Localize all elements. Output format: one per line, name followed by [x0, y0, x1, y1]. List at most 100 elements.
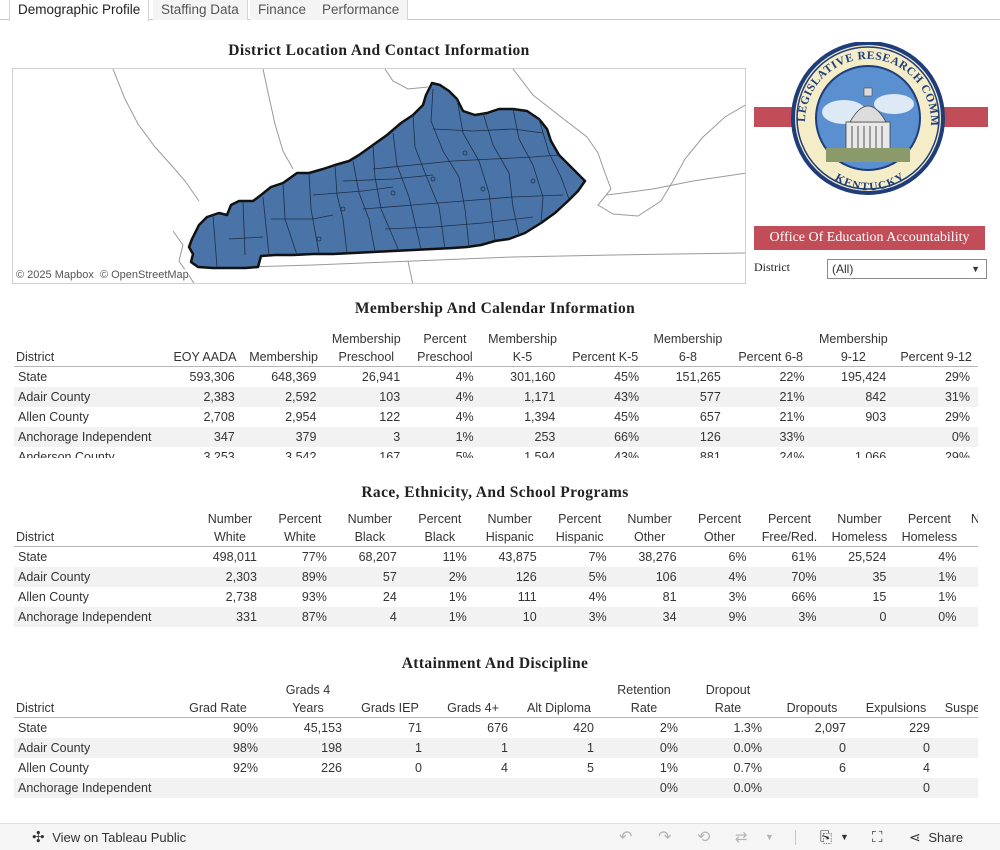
table-cell[interactable]: 35: [824, 567, 895, 587]
table-cell[interactable]: 1,171: [481, 387, 564, 407]
column-header[interactable]: Suspen: [938, 699, 978, 718]
table-cell[interactable]: 3: [324, 427, 409, 447]
district-name-cell[interactable]: State: [18, 550, 48, 564]
column-header[interactable]: K-5: [481, 348, 564, 367]
table-row[interactable]: Anchorage Independent 347 379 3 1% 253 66% 126 3…: [14, 427, 978, 447]
district-name-cell[interactable]: Adair County: [14, 387, 168, 407]
table-cell[interactable]: 66%: [563, 427, 648, 447]
tab-finance[interactable]: Finance: [250, 0, 316, 20]
table-cell[interactable]: 1%: [408, 427, 482, 447]
table-cell[interactable]: 3%: [754, 607, 825, 627]
table-cell[interactable]: 2,954: [285, 410, 317, 424]
table-cell[interactable]: 10: [474, 607, 545, 627]
table-cell[interactable]: 1%: [659, 761, 678, 775]
table-cell[interactable]: 4: [334, 607, 405, 627]
table-cell[interactable]: 0: [824, 607, 895, 627]
table-cell[interactable]: 5%: [455, 450, 474, 458]
district-filter-dropdown[interactable]: (All) ▼: [827, 259, 987, 279]
table-cell[interactable]: 1: [430, 738, 516, 758]
table-cell[interactable]: 21%: [779, 410, 805, 424]
share-button[interactable]: ⋖ Share: [909, 824, 963, 850]
table-cell[interactable]: 89%: [264, 567, 335, 587]
table-cell[interactable]: 331: [195, 607, 265, 627]
district-name-cell[interactable]: Allen County: [18, 590, 89, 604]
table-cell[interactable]: 87%: [264, 607, 335, 627]
table-cell[interactable]: 2,708: [203, 410, 235, 424]
table-cell[interactable]: 3,253: [203, 450, 235, 458]
column-header[interactable]: Other: [684, 528, 755, 547]
table-cell[interactable]: 0%: [894, 607, 965, 627]
table-cell[interactable]: 21%: [728, 387, 813, 407]
table-cell[interactable]: 253: [481, 427, 564, 447]
table-cell[interactable]: 2%: [404, 567, 475, 587]
table-cell[interactable]: 45%: [614, 410, 640, 424]
table-cell[interactable]: 24%: [779, 450, 805, 458]
kentucky-counties[interactable]: [187, 81, 587, 270]
table-cell[interactable]: 4%: [455, 370, 474, 384]
column-header[interactable]: EOY AADA: [167, 348, 243, 367]
column-header[interactable]: White: [264, 528, 335, 547]
column-header[interactable]: 6-8: [647, 348, 729, 367]
district-name-cell[interactable]: Anderson County: [18, 450, 115, 458]
table-cell[interactable]: 1.3%: [733, 721, 763, 735]
table-row[interactable]: State 90% 45,153 71 676 420 2% 1.3% 2,097 229 6: [14, 718, 978, 739]
column-header[interactable]: Homeless: [894, 528, 965, 547]
table-cell[interactable]: 226: [321, 761, 342, 775]
column-header[interactable]: District: [14, 348, 168, 367]
table-cell[interactable]: 31%: [894, 387, 978, 407]
table-cell[interactable]: 1%: [448, 590, 467, 604]
district-name-cell[interactable]: Allen County: [18, 410, 89, 424]
table-cell[interactable]: 5%: [544, 567, 615, 587]
table-cell[interactable]: [266, 778, 350, 798]
table-cell[interactable]: [964, 607, 978, 627]
table-cell[interactable]: 1: [516, 738, 602, 758]
table-cell[interactable]: 29%: [944, 410, 970, 424]
table-cell[interactable]: 881: [699, 450, 721, 458]
table-cell[interactable]: [350, 778, 430, 798]
table-cell[interactable]: 2,097: [814, 721, 846, 735]
table-cell[interactable]: 68,207: [358, 550, 397, 564]
table-cell[interactable]: 38,276: [638, 550, 677, 564]
fullscreen-icon[interactable]: ⛶: [872, 829, 883, 846]
table-cell[interactable]: 842: [812, 387, 895, 407]
table-row[interactable]: Adair County 2,383 2,592 103 4% 1,171 43% 577 21…: [14, 387, 978, 407]
table-cell[interactable]: 34: [614, 607, 685, 627]
column-header[interactable]: 9-12: [812, 348, 895, 367]
table-cell[interactable]: 45,153: [303, 721, 342, 735]
tab-demographic-profile[interactable]: Demographic Profile: [9, 0, 150, 21]
osm-attribution-link[interactable]: © OpenStreetMap: [99, 269, 189, 281]
table-cell[interactable]: 498,011: [212, 550, 257, 564]
column-header[interactable]: Rate: [602, 699, 686, 718]
table-cell[interactable]: 61%: [791, 550, 817, 564]
table-cell[interactable]: 2,738: [225, 590, 257, 604]
column-header[interactable]: District: [14, 699, 170, 718]
table-cell[interactable]: 29%: [944, 370, 970, 384]
table-cell[interactable]: 71: [408, 721, 422, 735]
table-cell[interactable]: 26,2: [964, 547, 978, 568]
table-cell[interactable]: 4%: [684, 567, 755, 587]
table-row[interactable]: Adair County 2,303 89% 57 2% 126 5% 106 4% 70% 35 1…: [14, 567, 978, 587]
table-cell[interactable]: 577: [647, 387, 729, 407]
tab-staffing-data[interactable]: Staffing Data: [153, 0, 248, 20]
redo-icon[interactable]: ↷: [658, 829, 672, 846]
table-cell[interactable]: 81: [662, 590, 677, 604]
refresh-icon[interactable]: ⇄: [735, 829, 748, 846]
table-cell[interactable]: 0.0%: [686, 738, 770, 758]
table-cell[interactable]: 45%: [614, 370, 640, 384]
table-cell[interactable]: 77%: [301, 550, 327, 564]
district-name-cell[interactable]: Anchorage Independent: [14, 778, 170, 798]
table-cell[interactable]: 66%: [791, 590, 817, 604]
table-cell[interactable]: 420: [573, 721, 594, 735]
table-cell[interactable]: [964, 567, 978, 587]
table-cell[interactable]: 0.7%: [733, 761, 763, 775]
dropdown-arrow-icon[interactable]: ▼: [971, 264, 980, 274]
table-cell[interactable]: 1%: [938, 590, 957, 604]
table-cell[interactable]: 106: [614, 567, 685, 587]
table-cell[interactable]: 57: [334, 567, 405, 587]
table-cell[interactable]: [938, 738, 978, 758]
table-cell[interactable]: 33%: [728, 427, 813, 447]
column-header[interactable]: Years: [266, 699, 350, 718]
table-cell[interactable]: 98%: [170, 738, 266, 758]
table-cell[interactable]: 3%: [544, 607, 615, 627]
district-map[interactable]: © 2025 Mapbox © OpenStreetMap: [12, 68, 746, 284]
